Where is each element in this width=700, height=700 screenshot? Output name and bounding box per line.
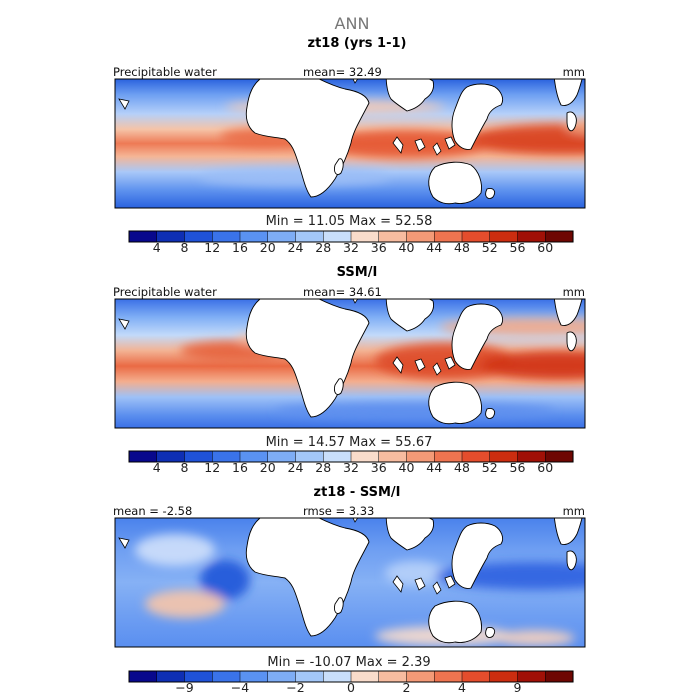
map-field (115, 518, 585, 647)
colorbar-tick-label: 16 (232, 460, 248, 475)
colorbar-tick-label: 48 (454, 460, 470, 475)
colorbar-tick-label: −9 (175, 680, 193, 695)
panel-subtitle: SSM/I (337, 265, 378, 280)
colorbar-tick-label: 8 (181, 460, 189, 475)
panel-2: SSM/I Precipitable water mean= 34.61 mm Min … (113, 265, 586, 475)
colorbar-swatch (128, 670, 158, 683)
panel-minmax: Min = 11.05 Max = 52.58 (266, 214, 433, 229)
colorbar-tick-label: 4 (458, 680, 466, 695)
colorbar-tick-label: 0 (347, 680, 355, 695)
panel-subtitle: zt18 - SSM/I (314, 485, 401, 500)
map-frame (114, 517, 586, 648)
colorbar-tick-label: 32 (343, 240, 359, 255)
colorbar-tick-label: 40 (399, 240, 415, 255)
map-frame (114, 78, 586, 209)
colorbar: −9 −4 −2 0 2 4 9 (128, 670, 574, 695)
colorbar-swatch (545, 670, 574, 683)
panel-1: zt18 (yrs 1-1) Precipitable water mean= 32… (113, 36, 586, 255)
panel-units: mm (563, 285, 585, 299)
colorbar-tick-label: −4 (231, 680, 249, 695)
colorbar-tick-label: 44 (426, 240, 442, 255)
panel-minmax: Min = 14.57 Max = 55.67 (266, 435, 433, 450)
panel-units: mm (563, 65, 585, 79)
panel-center-label: mean= 32.49 (303, 65, 382, 79)
colorbar-tick-label: −2 (286, 680, 304, 695)
figure-title: ANN (335, 14, 370, 33)
panel-left-label: Precipitable water (113, 285, 217, 299)
colorbar: 4 8 12 16 20 24 28 32 36 40 44 48 52 56 60 (128, 230, 574, 255)
colorbar-swatch (350, 670, 380, 683)
colorbar-tick-label: 60 (537, 460, 553, 475)
colorbar-tick-label: 4 (153, 460, 161, 475)
colorbar-tick-label: 24 (288, 240, 304, 255)
colorbar-tick-label: 4 (153, 240, 161, 255)
panel-minmax: Min = -10.07 Max = 2.39 (267, 655, 430, 670)
colorbar-swatch (406, 670, 435, 683)
colorbar-tick-label: 16 (232, 240, 248, 255)
map-frame (114, 298, 586, 429)
panel-center-label: mean= 34.61 (303, 285, 382, 299)
panel-subtitle: zt18 (yrs 1-1) (308, 36, 407, 51)
panel-left-label: Precipitable water (113, 65, 217, 79)
colorbar-tick-label: 36 (371, 240, 387, 255)
colorbar-tick-label: 12 (204, 460, 220, 475)
colorbar: 4 8 12 16 20 24 28 32 36 40 44 48 52 56 60 (128, 450, 574, 475)
panel-left-label: mean = -2.58 (113, 504, 192, 518)
colorbar-tick-label: 12 (204, 240, 220, 255)
colorbar-tick-label: 60 (537, 240, 553, 255)
colorbar-tick-label: 40 (399, 460, 415, 475)
colorbar-tick-label: 2 (403, 680, 411, 695)
colorbar-tick-label: 32 (343, 460, 359, 475)
colorbar-tick-label: 56 (510, 460, 526, 475)
colorbar-tick-label: 48 (454, 240, 470, 255)
colorbar-swatch (461, 670, 491, 683)
colorbar-swatch (517, 670, 546, 683)
colorbar-tick-label: 28 (315, 460, 331, 475)
colorbar-tick-label: 52 (482, 460, 498, 475)
colorbar-tick-label: 56 (510, 240, 526, 255)
colorbar-tick-label: 28 (315, 240, 331, 255)
colorbar-tick-label: 52 (482, 240, 498, 255)
panel-3: zt18 - SSM/I mean = -2.58 rmse = 3.33 mm Min… (113, 485, 586, 695)
colorbar-tick-label: 20 (260, 240, 276, 255)
colorbar-tick-label: 20 (260, 460, 276, 475)
colorbar-tick-label: 8 (181, 240, 189, 255)
colorbar-tick-label: 9 (514, 680, 522, 695)
colorbar-tick-label: 24 (288, 460, 304, 475)
map-field (115, 79, 585, 208)
map-field (115, 299, 585, 428)
colorbar-tick-label: 36 (371, 460, 387, 475)
panel-center-label: rmse = 3.33 (303, 504, 374, 518)
colorbar-tick-label: 44 (426, 460, 442, 475)
panel-units: mm (563, 504, 585, 518)
